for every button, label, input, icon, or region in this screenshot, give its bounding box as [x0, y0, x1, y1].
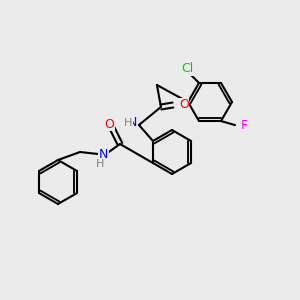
Text: H: H [124, 118, 132, 128]
Text: F: F [241, 118, 248, 132]
Text: O: O [179, 98, 189, 112]
Text: Cl: Cl [181, 62, 193, 75]
Text: N: N [99, 148, 108, 160]
Text: O: O [104, 118, 114, 130]
Text: N: N [128, 116, 137, 130]
Text: H: H [96, 159, 104, 169]
